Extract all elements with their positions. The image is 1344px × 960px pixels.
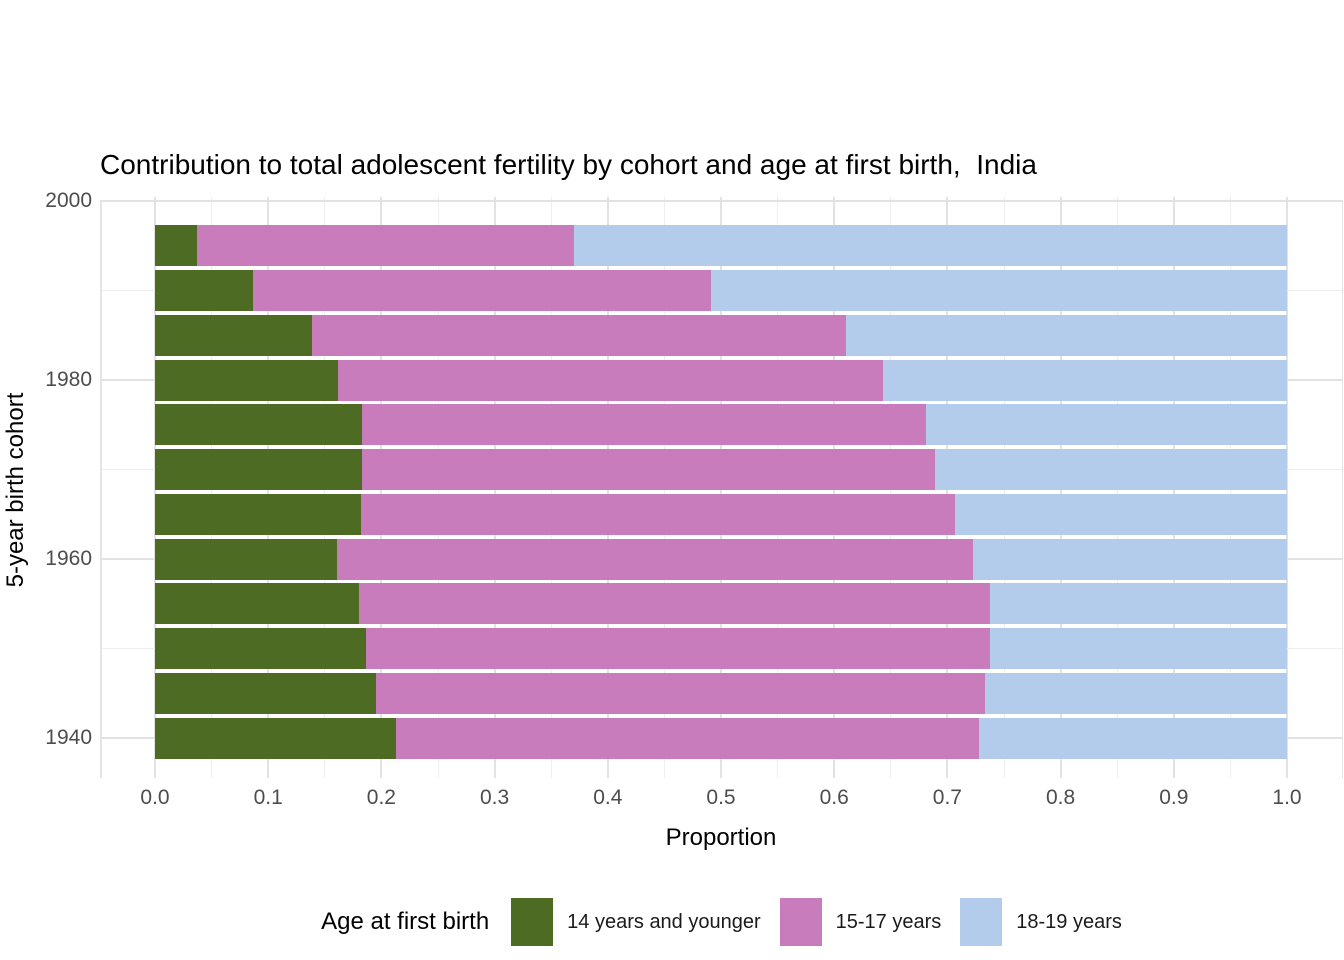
legend-label: 15-17 years <box>835 910 942 933</box>
bar-segment-15-17-years <box>362 449 935 490</box>
bar-segment-18-19-years <box>984 672 1287 714</box>
bar-segment-18-19-years <box>990 628 1287 669</box>
bar-segment-18-19-years <box>882 359 1287 401</box>
x-tick-label: 0.5 <box>706 786 736 809</box>
x-tick-label: 0.6 <box>819 786 849 809</box>
legend-swatch-icon <box>511 898 554 946</box>
y-tick-label: 1940 <box>45 726 92 749</box>
bar-segment-15-17-years <box>375 672 985 714</box>
bar-segment-18-19-years <box>934 449 1287 490</box>
bar-segment-15-17-years <box>253 270 711 311</box>
bar-segment-15-17-years <box>196 225 574 267</box>
legend-label: 18-19 years <box>1016 910 1122 933</box>
y-tick-label: 1980 <box>45 368 92 391</box>
legend-swatch-icon <box>960 898 1003 946</box>
bar-segment-14-years-and-younger <box>155 270 254 311</box>
bar-segment-14-years-and-younger <box>155 493 362 535</box>
bar-segment-18-19-years <box>573 225 1287 267</box>
x-tick-label: 0.1 <box>253 786 283 809</box>
bar-segment-18-19-years <box>925 404 1287 446</box>
plot-panel <box>100 197 1343 778</box>
bar-segment-14-years-and-younger <box>155 628 366 669</box>
bar-segment-18-19-years <box>845 314 1287 356</box>
y-tick-label: 2000 <box>45 189 92 212</box>
x-axis-title: Proportion <box>665 824 777 851</box>
legend-item: 14 years and younger <box>511 898 761 946</box>
bar-segment-15-17-years <box>338 359 883 401</box>
bar-segment-18-19-years <box>955 493 1287 535</box>
bar-segment-15-17-years <box>358 583 991 625</box>
x-tick-label: 0.4 <box>593 786 623 809</box>
gridline-horizontal-major <box>100 200 1343 202</box>
bar-segment-14-years-and-younger <box>155 583 359 625</box>
bar-segment-15-17-years <box>362 404 926 446</box>
bar-segment-15-17-years <box>337 538 974 580</box>
bar-segment-14-years-and-younger <box>155 672 376 714</box>
bar-segment-14-years-and-younger <box>155 314 313 356</box>
bar-segment-18-19-years <box>710 270 1287 311</box>
gridline-vertical-major <box>1286 197 1288 778</box>
bar-segment-15-17-years <box>365 628 991 669</box>
legend-label: 14 years and younger <box>567 910 761 933</box>
y-axis-title: 5-year birth cohort <box>2 392 29 588</box>
bar-segment-15-17-years <box>396 717 980 759</box>
panel-left-border <box>100 200 102 778</box>
legend-item: 15-17 years <box>779 898 942 946</box>
x-tick-label: 0.3 <box>479 786 510 809</box>
legend-swatch-icon <box>779 898 822 946</box>
bar-segment-18-19-years <box>979 717 1287 759</box>
bar-segment-14-years-and-younger <box>155 717 397 759</box>
bar-segment-15-17-years <box>361 493 956 535</box>
bar-segment-14-years-and-younger <box>155 359 339 401</box>
x-tick-label: 1.0 <box>1272 786 1302 809</box>
bar-segment-14-years-and-younger <box>155 449 363 490</box>
legend-title: Age at first birth <box>321 908 490 935</box>
bar-segment-18-19-years <box>990 583 1287 625</box>
bar-segment-14-years-and-younger <box>155 225 197 267</box>
x-tick-label: 0.9 <box>1159 786 1189 809</box>
legend-item: 18-19 years <box>960 898 1122 946</box>
x-tick-label: 0.0 <box>140 786 170 809</box>
legend: Age at first birth 14 years and younger 1… <box>100 894 1343 950</box>
bar-segment-14-years-and-younger <box>155 404 363 446</box>
bar-segment-15-17-years <box>312 314 846 356</box>
bar-segment-18-19-years <box>973 538 1287 580</box>
chart-title: Contribution to total adolescent fertili… <box>100 149 1037 180</box>
bar-segment-14-years-and-younger <box>155 538 338 580</box>
x-tick-label: 0.2 <box>366 786 396 809</box>
x-tick-label: 0.8 <box>1045 786 1076 809</box>
x-tick-label: 0.7 <box>932 786 962 809</box>
y-tick-label: 1960 <box>45 547 92 570</box>
panel-right-border <box>1342 200 1343 778</box>
